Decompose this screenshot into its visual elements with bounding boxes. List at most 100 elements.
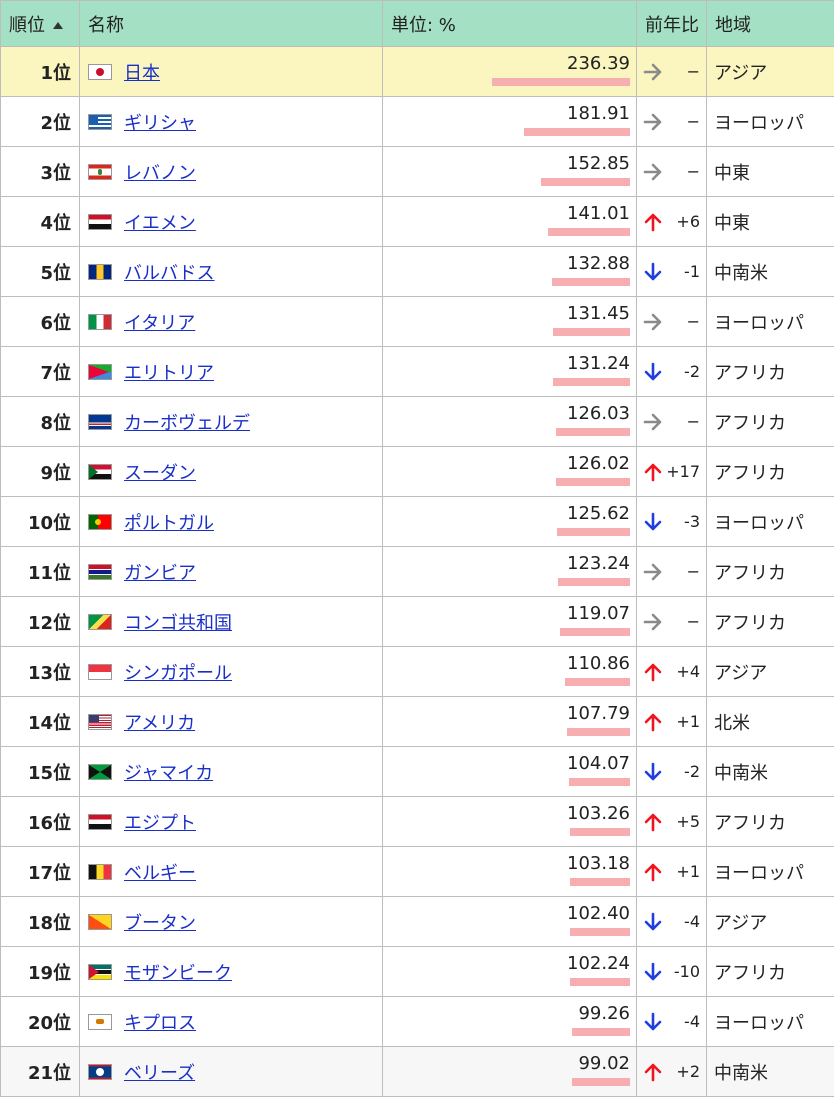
change-cell: -2 bbox=[636, 746, 707, 797]
table-row: 12位 コンゴ共和国 119.07 − アフリカ bbox=[0, 596, 834, 647]
name-header-label: 名称 bbox=[88, 14, 124, 36]
arrow-up-icon bbox=[643, 662, 663, 682]
name-cell: ブータン bbox=[79, 896, 383, 947]
value-cell: 131.45 bbox=[382, 296, 637, 347]
table-row: 4位 イエメン 141.01 +6 中東 bbox=[0, 196, 834, 247]
value-bar bbox=[556, 478, 630, 486]
change-cell: − bbox=[636, 96, 707, 147]
change-value: -4 bbox=[684, 1012, 700, 1031]
value-cell: 107.79 bbox=[382, 696, 637, 747]
flag-bt-icon bbox=[88, 913, 112, 930]
region-cell: ヨーロッパ bbox=[706, 846, 834, 897]
rank-cell: 21位 bbox=[0, 1046, 80, 1097]
country-link[interactable]: シンガポール bbox=[124, 662, 232, 684]
table-row: 21位 ベリーズ 99.02 +2 中南米 bbox=[0, 1046, 834, 1097]
name-cell: エリトリア bbox=[79, 346, 383, 397]
arrow-down-icon bbox=[643, 912, 663, 932]
rank-cell: 9位 bbox=[0, 446, 80, 497]
region-header-label: 地域 bbox=[715, 14, 751, 36]
country-link[interactable]: エリトリア bbox=[124, 362, 214, 384]
region-cell: 中東 bbox=[706, 146, 834, 197]
change-value: − bbox=[686, 412, 700, 431]
value-number: 132.88 bbox=[567, 253, 630, 274]
flag-bz-icon bbox=[88, 1063, 112, 1080]
name-cell: バルバドス bbox=[79, 246, 383, 297]
name-column-header[interactable]: 名称 bbox=[79, 0, 383, 47]
flag-er-icon bbox=[88, 363, 112, 380]
country-link[interactable]: バルバドス bbox=[124, 262, 215, 284]
arrow-up-icon bbox=[643, 812, 663, 832]
name-cell: ベリーズ bbox=[79, 1046, 383, 1097]
region-cell: 中東 bbox=[706, 196, 834, 247]
country-link[interactable]: スーダン bbox=[124, 462, 196, 484]
change-cell: +5 bbox=[636, 796, 707, 847]
country-link[interactable]: キプロス bbox=[124, 1012, 196, 1034]
arrow-down-icon bbox=[643, 362, 663, 382]
value-cell: 102.24 bbox=[382, 946, 637, 997]
change-value: − bbox=[686, 112, 700, 131]
rank-cell: 6位 bbox=[0, 296, 80, 347]
country-link[interactable]: ベルギー bbox=[124, 862, 196, 884]
value-cell: 123.24 bbox=[382, 546, 637, 597]
value-number: 131.45 bbox=[567, 303, 630, 324]
country-link[interactable]: イタリア bbox=[124, 312, 196, 334]
arrow-up-icon bbox=[643, 212, 663, 232]
change-column-header[interactable]: 前年比 bbox=[636, 0, 707, 47]
country-link[interactable]: カーボヴェルデ bbox=[124, 412, 250, 434]
change-value: +1 bbox=[676, 712, 700, 731]
arrow-up-icon bbox=[643, 462, 663, 482]
value-number: 107.79 bbox=[567, 703, 630, 724]
value-bar bbox=[556, 428, 630, 436]
rank-cell: 2位 bbox=[0, 96, 80, 147]
arrow-up-icon bbox=[643, 712, 663, 732]
country-link[interactable]: ブータン bbox=[124, 912, 196, 934]
value-bar bbox=[541, 178, 630, 186]
country-link[interactable]: エジプト bbox=[124, 812, 196, 834]
sort-ascending-icon bbox=[53, 22, 63, 29]
name-cell: スーダン bbox=[79, 446, 383, 497]
change-cell: − bbox=[636, 46, 707, 97]
value-number: 102.40 bbox=[567, 903, 630, 924]
country-link[interactable]: ジャマイカ bbox=[124, 762, 214, 784]
country-link[interactable]: レバノン bbox=[124, 162, 196, 184]
value-cell: 99.26 bbox=[382, 996, 637, 1047]
country-link[interactable]: ギリシャ bbox=[124, 112, 196, 134]
value-bar bbox=[570, 878, 630, 886]
table-row: 11位 ガンビア 123.24 − アフリカ bbox=[0, 546, 834, 597]
arrow-right-icon bbox=[643, 312, 663, 332]
value-bar bbox=[553, 328, 630, 336]
name-cell: シンガポール bbox=[79, 646, 383, 697]
country-link[interactable]: ベリーズ bbox=[124, 1062, 196, 1084]
region-column-header[interactable]: 地域 bbox=[706, 0, 834, 47]
value-column-header[interactable]: 単位: % bbox=[382, 0, 637, 47]
flag-pt-icon bbox=[88, 513, 112, 530]
value-number: 236.39 bbox=[567, 53, 630, 74]
rank-cell: 15位 bbox=[0, 746, 80, 797]
change-cell: − bbox=[636, 146, 707, 197]
country-link[interactable]: モザンビーク bbox=[124, 962, 232, 984]
rank-cell: 19位 bbox=[0, 946, 80, 997]
region-cell: アジア bbox=[706, 896, 834, 947]
country-link[interactable]: 日本 bbox=[124, 62, 160, 84]
change-cell: − bbox=[636, 596, 707, 647]
change-value: +5 bbox=[676, 812, 700, 831]
name-cell: レバノン bbox=[79, 146, 383, 197]
rank-column-header[interactable]: 順位 bbox=[0, 0, 80, 47]
name-cell: 日本 bbox=[79, 46, 383, 97]
flag-us-icon bbox=[88, 713, 112, 730]
country-link[interactable]: イエメン bbox=[124, 212, 196, 234]
country-link[interactable]: ガンビア bbox=[124, 562, 196, 584]
value-cell: 110.86 bbox=[382, 646, 637, 697]
value-bar bbox=[570, 978, 630, 986]
value-number: 181.91 bbox=[567, 103, 630, 124]
rank-cell: 13位 bbox=[0, 646, 80, 697]
name-cell: ジャマイカ bbox=[79, 746, 383, 797]
arrow-right-icon bbox=[643, 562, 663, 582]
change-value: -2 bbox=[684, 762, 700, 781]
country-link[interactable]: アメリカ bbox=[124, 712, 196, 734]
country-link[interactable]: コンゴ共和国 bbox=[124, 612, 232, 634]
table-row: 8位 カーボヴェルデ 126.03 − アフリカ bbox=[0, 396, 834, 447]
flag-lb-icon bbox=[88, 163, 112, 180]
country-link[interactable]: ポルトガル bbox=[124, 512, 214, 534]
rank-cell: 8位 bbox=[0, 396, 80, 447]
